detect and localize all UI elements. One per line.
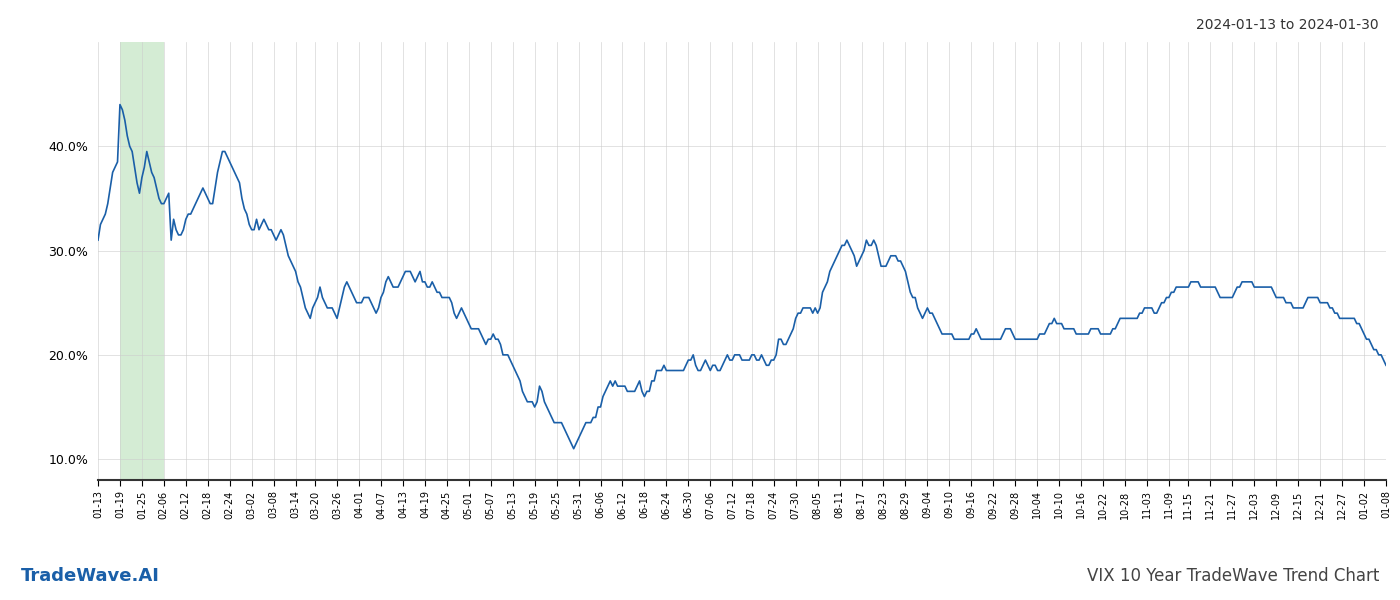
Text: TradeWave.AI: TradeWave.AI [21, 567, 160, 585]
Text: VIX 10 Year TradeWave Trend Chart: VIX 10 Year TradeWave Trend Chart [1086, 567, 1379, 585]
Text: 2024-01-13 to 2024-01-30: 2024-01-13 to 2024-01-30 [1197, 18, 1379, 32]
Bar [120, 42, 164, 480]
